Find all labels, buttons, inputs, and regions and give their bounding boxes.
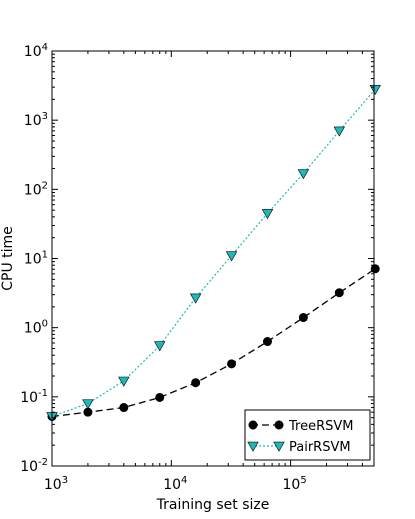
treersvm-point (227, 359, 237, 369)
pairrsvm-point (261, 209, 274, 220)
pairrsvm-line (51, 88, 376, 418)
y-tick-label: 101 (24, 250, 48, 268)
legend-treersvm-label: TreeRSVM (288, 419, 353, 434)
treersvm-point (191, 378, 201, 388)
y-tick-label: 102 (24, 180, 48, 198)
legend-treersvm-marker (248, 420, 258, 430)
y-tick-label: 103 (24, 111, 48, 129)
tick-layer: 103 104 105 10-2 10-1 100 101 102 103 104 (20, 42, 374, 493)
legend-pairrsvm-label: PairRSVM (289, 440, 351, 455)
y-tick-label: 104 (24, 42, 48, 60)
legend-pairrsvm-marker (273, 441, 285, 452)
y-axis-label: CPU time (0, 226, 16, 291)
legend-treersvm-marker (274, 420, 284, 430)
pairrsvm-point (82, 399, 94, 410)
treersvm-point (119, 403, 129, 413)
treersvm-series (47, 264, 380, 421)
pairrsvm-point (154, 341, 166, 352)
y-tick-label: 10-2 (20, 457, 48, 475)
y-tick-label: 10-1 (20, 388, 48, 406)
pairrsvm-point (333, 126, 346, 137)
treersvm-point (262, 337, 272, 347)
y-tick-label: 100 (24, 319, 48, 337)
series-layer (46, 85, 381, 423)
pairrsvm-point (297, 169, 310, 180)
plot-frame (51, 50, 375, 467)
legend-pairrsvm-marker (247, 441, 259, 452)
treersvm-point (155, 392, 165, 402)
legend-box (244, 409, 371, 461)
x-tick-label: 105 (283, 475, 307, 493)
legend: TreeRSVM PairRSVM (244, 409, 371, 461)
pairrsvm-point (189, 293, 202, 304)
treersvm-line (51, 268, 376, 418)
x-tick-label: 104 (163, 475, 187, 493)
treersvm-point (334, 288, 344, 298)
x-tick-label: 103 (44, 475, 68, 493)
pairrsvm-series (46, 85, 381, 423)
pairrsvm-point (225, 251, 238, 262)
treersvm-point (298, 313, 308, 323)
x-axis-label: Training set size (156, 497, 270, 513)
pairrsvm-point (118, 376, 130, 387)
